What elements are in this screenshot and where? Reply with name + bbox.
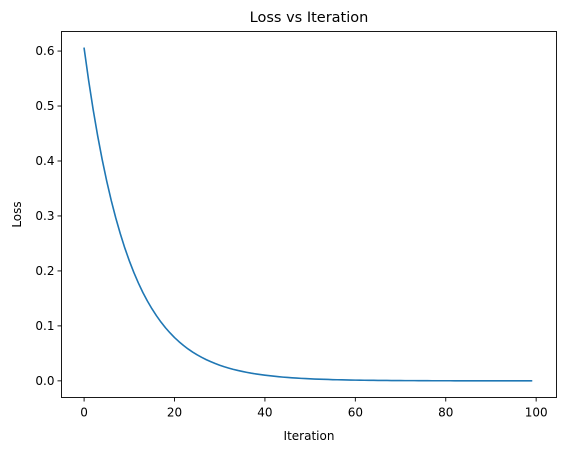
series-line-0 [83, 47, 533, 382]
y-tick-label: 0.4 [35, 154, 54, 168]
x-tick-label: 60 [348, 406, 363, 420]
x-tick-label: 20 [167, 406, 182, 420]
series-layer [83, 47, 533, 382]
chart-title: Loss vs Iteration [250, 10, 369, 26]
x-axis-label: Iteration [284, 429, 335, 443]
y-tick-label: 0.3 [35, 209, 54, 223]
plot-area: 0 20 40 60 80 100 0.0 0.1 0.2 0.3 0.4 0.5 0.6 [35, 31, 557, 420]
x-tick-label: 100 [525, 406, 548, 420]
y-axis-label: Loss [10, 201, 24, 227]
y-tick-label: 0.2 [35, 264, 54, 278]
x-tick-label: 80 [438, 406, 453, 420]
y-tick-label: 0.5 [35, 99, 54, 113]
y-tick-label: 0.0 [35, 374, 54, 388]
y-tick-label: 0.6 [35, 44, 54, 58]
axes-frame [61, 31, 557, 398]
x-tick-label: 40 [257, 406, 272, 420]
y-axis-ticks: 0.0 0.1 0.2 0.3 0.4 0.5 0.6 [35, 44, 62, 388]
x-axis-ticks: 0 20 40 60 80 100 [80, 397, 548, 420]
y-tick-label: 0.1 [35, 319, 54, 333]
x-tick-label: 0 [80, 406, 88, 420]
